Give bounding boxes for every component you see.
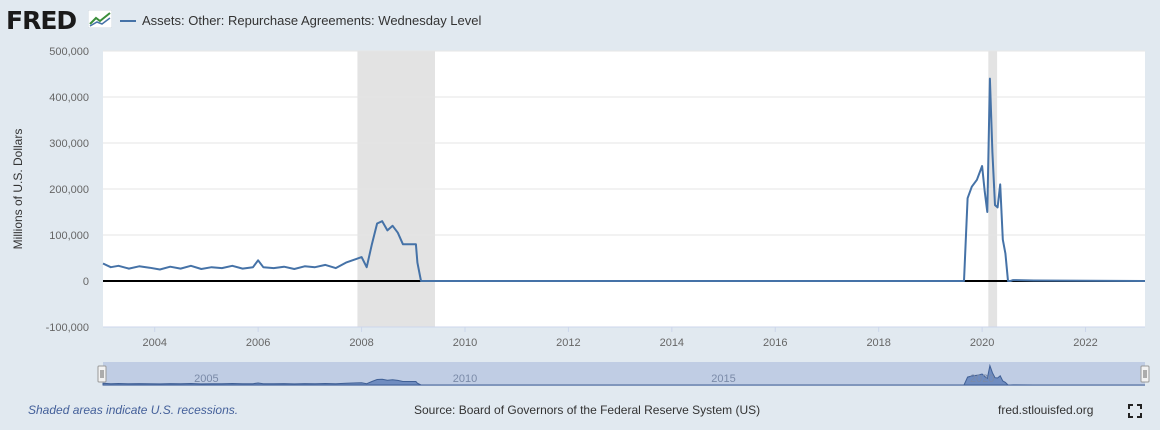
- fred-logo[interactable]: FRED: [6, 6, 77, 35]
- y-tick-label: 100,000: [49, 230, 89, 242]
- x-tick-label: 2010: [453, 337, 477, 349]
- fullscreen-icon[interactable]: [1128, 404, 1142, 418]
- series-line: [102, 77, 1146, 282]
- navigator-year-label: 2010: [453, 373, 477, 385]
- navigator-handle-left[interactable]: [97, 365, 107, 383]
- y-tick-label: 300,000: [49, 138, 89, 150]
- x-tick-label: 2016: [763, 337, 787, 349]
- y-tick-label: 0: [83, 276, 89, 288]
- x-tick-label: 2022: [1073, 337, 1097, 349]
- navigator-series: [102, 363, 1145, 386]
- x-tick-label: 2020: [970, 337, 994, 349]
- source-note: Source: Board of Governors of the Federa…: [414, 403, 761, 417]
- chart-legend: Assets: Other: Repurchase Agreements: We…: [120, 13, 481, 28]
- chart-line-icon: [88, 10, 112, 28]
- y-tick-label: 500,000: [49, 46, 89, 58]
- x-tick-label: 2014: [660, 337, 684, 349]
- x-tick-label: 2004: [142, 337, 166, 349]
- y-axis-label: Millions of U.S. Dollars: [11, 129, 25, 250]
- x-tick-label: 2018: [866, 337, 890, 349]
- y-tick-label: 400,000: [49, 92, 89, 104]
- x-tick-label: 2008: [349, 337, 373, 349]
- y-tick-label: 200,000: [49, 184, 89, 196]
- x-tick-label: 2012: [556, 337, 580, 349]
- navigator-year-label: 2015: [711, 373, 735, 385]
- y-tick-label: -100,000: [46, 322, 89, 334]
- navigator-year-label: 2005: [194, 373, 218, 385]
- legend-label: Assets: Other: Repurchase Agreements: We…: [142, 13, 482, 28]
- recession-note-link[interactable]: Shaded areas indicate U.S. recessions.: [28, 403, 239, 417]
- legend-swatch: [120, 19, 136, 22]
- x-tick-label: 2006: [246, 337, 270, 349]
- navigator-year-label: 2020: [970, 373, 994, 385]
- site-link[interactable]: fred.stlouisfed.org: [998, 403, 1094, 417]
- navigator-handle-right[interactable]: [1140, 365, 1150, 383]
